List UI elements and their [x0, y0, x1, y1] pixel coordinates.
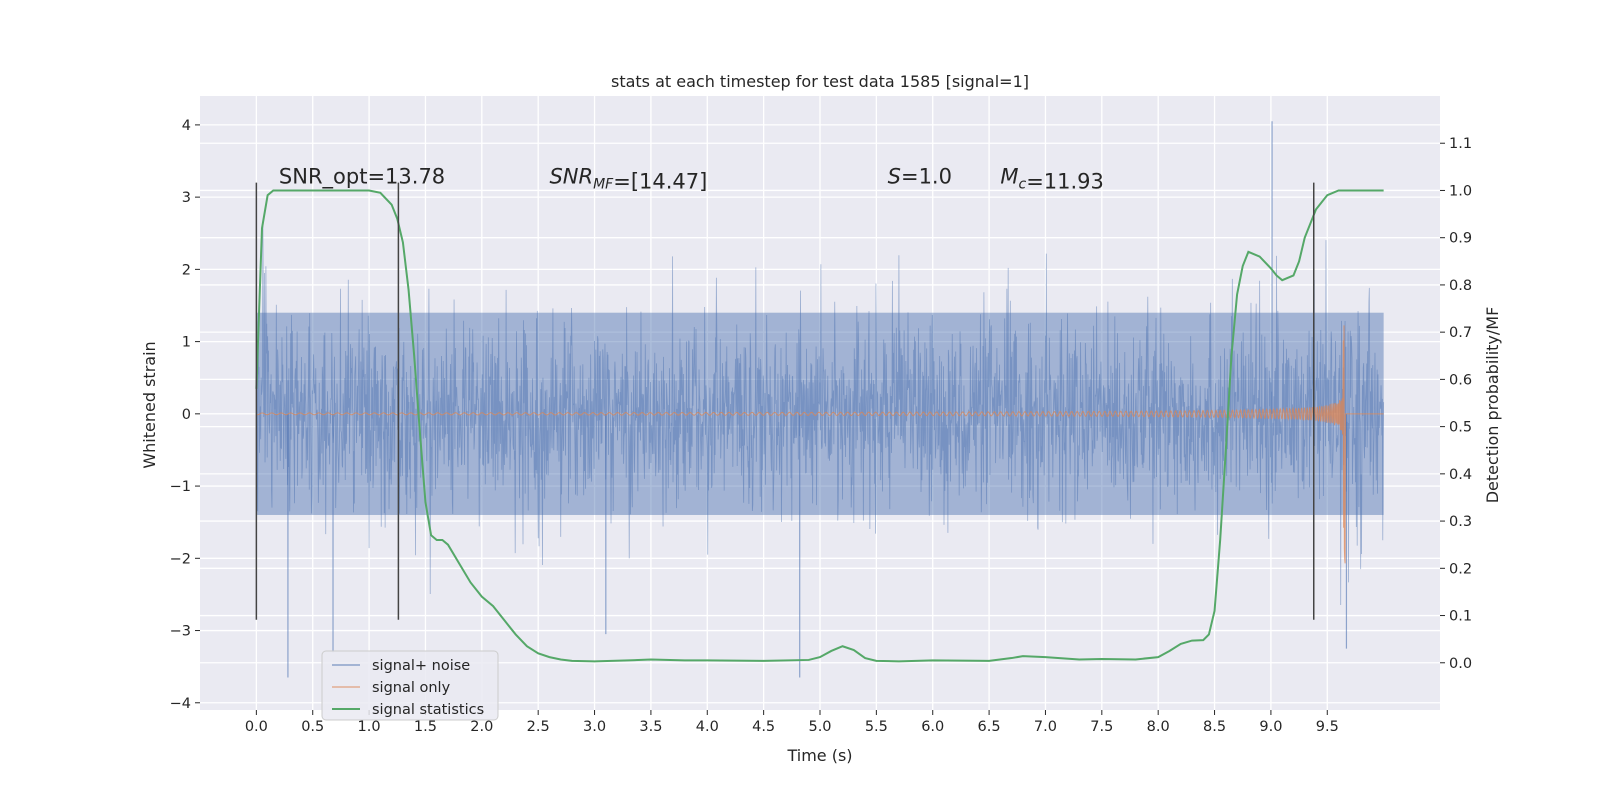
x-tick-label: 0.0 — [245, 719, 268, 735]
chart-title: stats at each timestep for test data 158… — [611, 72, 1029, 91]
x-tick-label: 5.0 — [808, 719, 831, 735]
x-tick-label: 1.5 — [414, 719, 437, 735]
x-tick-label: 3.5 — [639, 719, 662, 735]
y-tick-label: −1 — [170, 479, 191, 495]
y2-tick-label: 0.3 — [1449, 514, 1472, 530]
y-axis-label: Whitened strain — [140, 341, 159, 468]
x-tick-label: 4.0 — [696, 719, 719, 735]
y2-axis-label: Detection probability/MF — [1483, 307, 1502, 504]
x-tick-label: 2.0 — [470, 719, 493, 735]
y-tick-label: 2 — [182, 262, 191, 278]
x-tick-label: 0.5 — [301, 719, 324, 735]
annotation-3: S=1.0 — [888, 165, 952, 189]
y2-tick-label: 0.6 — [1449, 372, 1472, 388]
x-tick-label: 4.5 — [752, 719, 775, 735]
x-tick-label: 6.0 — [921, 719, 944, 735]
x-tick-label: 2.5 — [527, 719, 550, 735]
y2-tick-label: 1.0 — [1449, 183, 1472, 199]
legend-label: signal only — [372, 680, 451, 696]
y-tick-label: 3 — [182, 190, 191, 206]
y2-tick-label: 0.4 — [1449, 467, 1472, 483]
x-tick-label: 7.0 — [1034, 719, 1057, 735]
annotation-1: SNR_opt=13.78 — [279, 165, 445, 190]
y2-tick-label: 0.1 — [1449, 609, 1472, 625]
legend: signal+ noise signal only signal statistic… — [321, 650, 499, 721]
legend-box — [321, 650, 499, 721]
y-tick-label: −4 — [170, 696, 191, 712]
annotation-2: SNRMF=[14.47] — [549, 165, 707, 194]
x-axis-label: Time (s) — [786, 746, 852, 765]
x-tick-label: 8.0 — [1147, 719, 1170, 735]
y2-tick-label: 0.0 — [1449, 656, 1472, 672]
series-signal-statistics — [255, 189, 1384, 663]
y2-tick-label: 0.5 — [1449, 420, 1472, 436]
y2-tick-label: 0.8 — [1449, 278, 1472, 294]
x-tick-label: 9.5 — [1316, 719, 1339, 735]
y-tick-label: 4 — [182, 118, 191, 134]
y2-tick-label: 0.2 — [1449, 561, 1472, 577]
y2-tick-label: 1.1 — [1449, 136, 1472, 152]
x-tick-label: 6.5 — [978, 719, 1001, 735]
series-signal-only — [256, 325, 1384, 564]
series-layer — [255, 121, 1385, 678]
series-signal-noise — [255, 220, 1385, 605]
annotation-4: Mc=11.93 — [1000, 165, 1104, 194]
x-tick-label: 1.0 — [358, 719, 381, 735]
y2-tick-label: 0.7 — [1449, 325, 1472, 341]
x-tick-label: 8.5 — [1203, 719, 1226, 735]
x-tick-label: 5.5 — [865, 719, 888, 735]
vertical-markers — [255, 182, 1315, 620]
x-tick-label: 7.5 — [1090, 719, 1113, 735]
legend-label: signal+ noise — [372, 658, 470, 674]
x-tick-label: 3.0 — [583, 719, 606, 735]
x-tick-label: 9.0 — [1259, 719, 1282, 735]
legend-label: signal statistics — [372, 702, 484, 718]
y-tick-label: 0 — [182, 407, 191, 423]
y-tick-label: −2 — [170, 551, 191, 567]
y-tick-label: 1 — [182, 335, 191, 351]
y2-tick-label: 0.9 — [1449, 231, 1472, 247]
ticks: 0.0 0.5 1.0 1.5 2.0 2.5 3.0 3.5 4.0 4.5 5.0 5.5 6.0 6… — [170, 118, 1472, 735]
annotations: SNR_opt=13.78 SNRMF=[14.47] S=1.0 Mc=11.93 — [279, 165, 1104, 194]
y-tick-label: −3 — [170, 624, 191, 640]
